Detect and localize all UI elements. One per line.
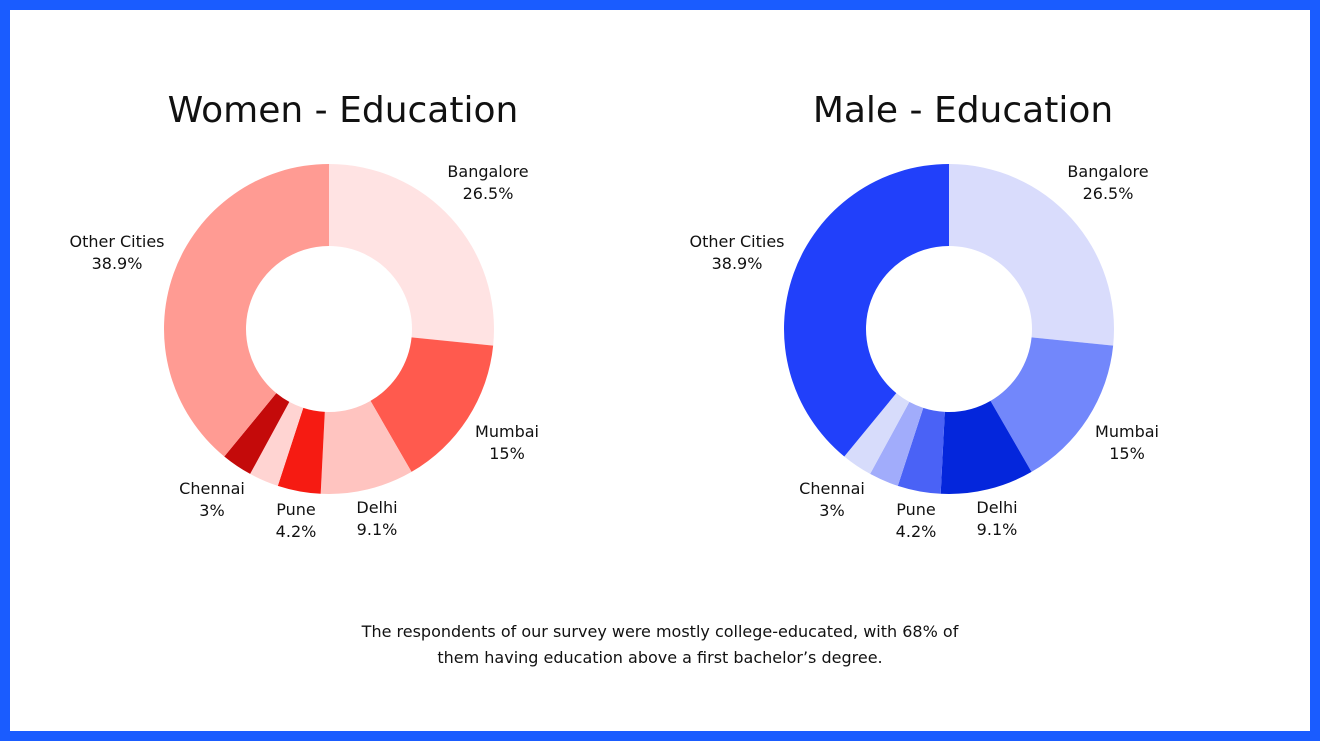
- slice-label-pune: Pune: [896, 500, 936, 519]
- slice-label-bangalore: Bangalore: [1067, 162, 1148, 181]
- donut-slice-pune: [277, 407, 325, 494]
- slice-value-other-cities: 38.9%: [92, 254, 143, 273]
- slice-value-pune: 4.2%: [276, 522, 317, 541]
- women-donut-chart: Bangalore 26.5% Mumbai 15% Delhi 9.1% Pune 4.2%…: [69, 162, 539, 541]
- slice-value-chennai: 3%: [199, 501, 224, 520]
- caption-line-1: The respondents of our survey were mostl…: [361, 622, 959, 641]
- slice-label-delhi: Delhi: [976, 498, 1017, 517]
- slice-label-chennai: Chennai: [799, 479, 865, 498]
- slice-label-other-cities: Other Cities: [689, 232, 784, 251]
- slice-value-pune: 4.2%: [896, 522, 937, 541]
- donut-slice-unlabeled: [250, 401, 304, 486]
- caption-line-2: them having education above a first bach…: [437, 648, 883, 667]
- slice-label-delhi: Delhi: [356, 498, 397, 517]
- women-chart-title: Women - Education: [167, 90, 519, 131]
- slice-label-mumbai: Mumbai: [475, 422, 539, 441]
- donut-slice-pune: [897, 407, 945, 494]
- slice-label-bangalore: Bangalore: [447, 162, 528, 181]
- donut-slice-delhi: [940, 400, 1032, 494]
- male-chart-title: Male - Education: [812, 90, 1114, 131]
- slice-value-chennai: 3%: [819, 501, 844, 520]
- donut-slice-other-cities: [784, 164, 949, 457]
- donut-slice-bangalore: [949, 164, 1114, 346]
- survey-caption: The respondents of our survey were mostl…: [310, 619, 1010, 671]
- donut-slice-chennai: [224, 393, 290, 474]
- donut-slice-chennai: [844, 393, 910, 474]
- donut-slice-unlabeled: [870, 401, 924, 486]
- donut-slice-other-cities: [164, 164, 329, 457]
- male-donut-chart: Bangalore 26.5% Mumbai 15% Delhi 9.1% Pune 4.2%…: [689, 162, 1159, 541]
- donut-slice-delhi: [320, 400, 412, 494]
- slice-value-mumbai: 15%: [1109, 444, 1145, 463]
- slice-value-mumbai: 15%: [489, 444, 525, 463]
- slice-value-other-cities: 38.9%: [712, 254, 763, 273]
- donut-slice-mumbai: [370, 337, 494, 472]
- donut-slice-bangalore: [329, 164, 494, 346]
- slice-label-pune: Pune: [276, 500, 316, 519]
- slice-value-bangalore: 26.5%: [1083, 184, 1134, 203]
- slice-label-chennai: Chennai: [179, 479, 245, 498]
- slice-label-mumbai: Mumbai: [1095, 422, 1159, 441]
- donut-slice-mumbai: [990, 337, 1114, 472]
- slice-value-delhi: 9.1%: [977, 520, 1018, 539]
- slice-label-other-cities: Other Cities: [69, 232, 164, 251]
- slice-value-bangalore: 26.5%: [463, 184, 514, 203]
- slice-value-delhi: 9.1%: [357, 520, 398, 539]
